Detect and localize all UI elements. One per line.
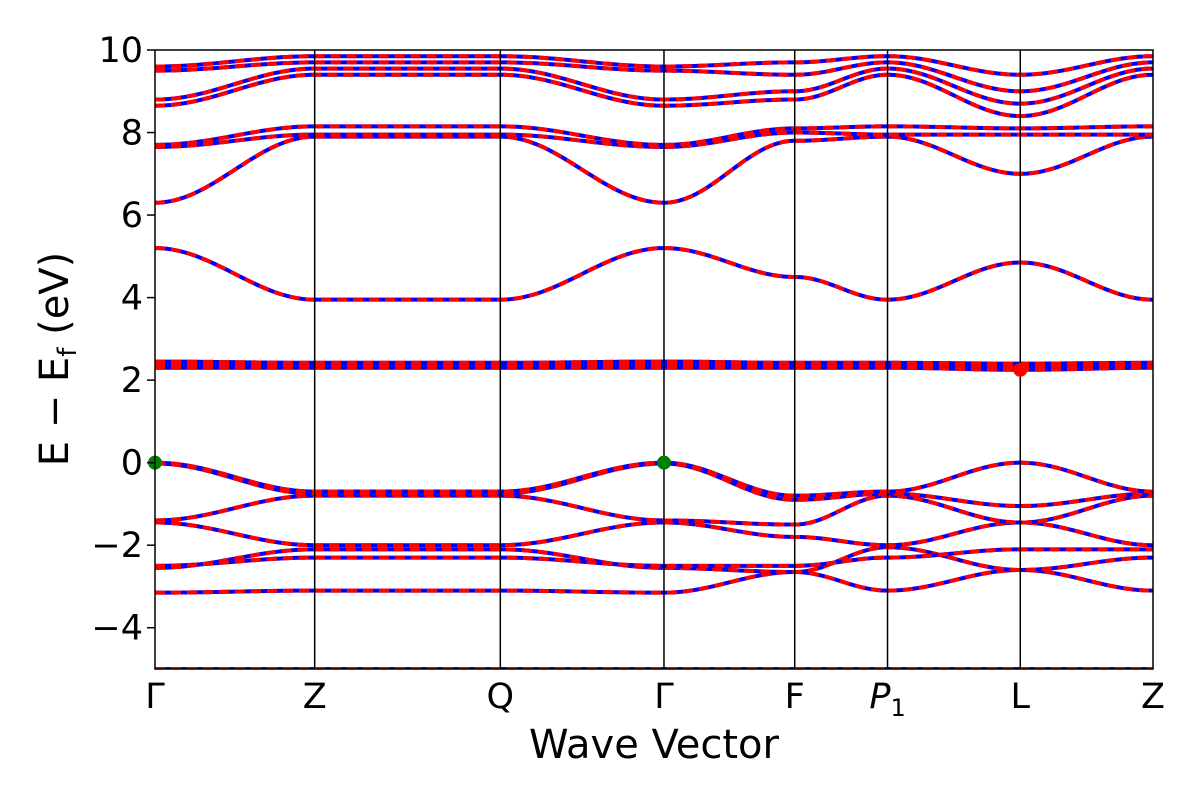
y-tick-label: 10 <box>98 31 143 71</box>
band-spin-down-12 <box>155 130 1153 149</box>
y-tick-label: 2 <box>121 361 143 401</box>
x-tick-label: F <box>785 677 805 717</box>
x-tick-label: Γ <box>654 677 674 717</box>
bands-group <box>155 54 1153 669</box>
band-spin-down-6 <box>155 460 1153 498</box>
y-tick-label: 4 <box>121 279 143 319</box>
high-symmetry-lines <box>313 50 1022 669</box>
x-axis-title: Wave Vector <box>529 722 780 768</box>
x-axis-ticks: Γ Z Q Γ F P1 L Z <box>145 677 1165 722</box>
band-spin-down-10 <box>155 246 1153 302</box>
x-tick-label: Q <box>487 677 515 717</box>
y-tick-label: −4 <box>91 609 143 649</box>
x-tick-label: L <box>1011 677 1031 717</box>
y-tick-label: 8 <box>121 114 143 154</box>
y-axis-title-unit: (eV) <box>32 252 78 348</box>
band-spin-down-1 <box>155 545 1153 575</box>
band-spin-down-13 <box>155 124 1153 147</box>
y-axis-title-main: E − E <box>32 357 78 467</box>
x-tick-label: Z <box>1141 677 1165 717</box>
band-spin-down-0 <box>155 567 1153 595</box>
band-spin-up-9 <box>155 359 1153 366</box>
y-tick-label: 0 <box>121 444 143 484</box>
y-tick-label: 6 <box>121 196 143 236</box>
y-tick-label: −2 <box>91 526 143 566</box>
plot-frame <box>154 49 1154 670</box>
x-tick-label: P1 <box>869 677 905 722</box>
band-spin-up-8 <box>155 362 1153 369</box>
band-spin-down-5 <box>155 461 1153 509</box>
x-tick-label: Γ <box>145 677 165 717</box>
y-axis-title: E − Ef (eV) <box>32 252 83 467</box>
x-tick-label: Z <box>303 677 327 717</box>
band-spin-down-9 <box>155 359 1153 366</box>
band-spin-up-2 <box>155 547 1153 568</box>
band-spin-down-4 <box>155 493 1153 527</box>
band-spin-up-17 <box>155 54 1153 77</box>
band-spin-down-11 <box>155 134 1153 205</box>
band-spin-up-7 <box>155 365 1153 372</box>
y-axis-ticks: −4 −2 0 2 4 6 8 10 <box>91 31 155 649</box>
band-spin-down-16 <box>155 60 1153 94</box>
band-spin-down-14 <box>155 72 1153 119</box>
y-axis-title-sub: f <box>53 347 83 357</box>
vbm-marker-1 <box>656 455 671 470</box>
band-spin-down-3 <box>155 520 1153 548</box>
band-spin-down-15 <box>155 66 1153 106</box>
extrema-markers <box>148 362 1028 470</box>
cbm-marker-2 <box>1013 362 1028 377</box>
